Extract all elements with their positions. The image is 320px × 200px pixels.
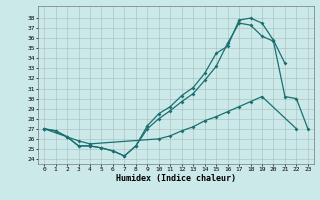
- X-axis label: Humidex (Indice chaleur): Humidex (Indice chaleur): [116, 174, 236, 183]
